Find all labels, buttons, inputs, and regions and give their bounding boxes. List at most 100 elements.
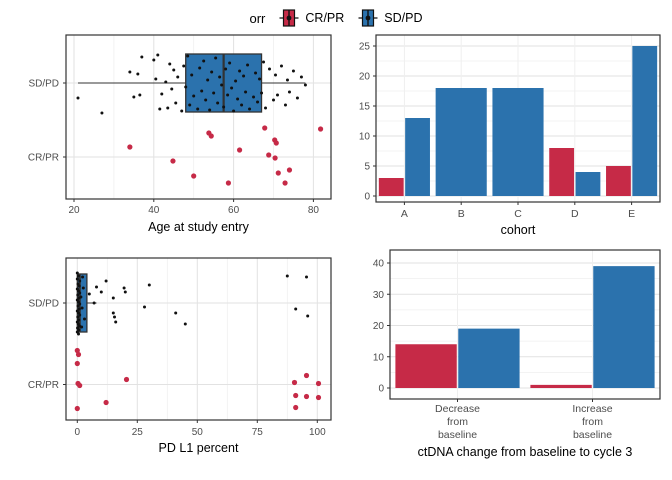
data-point bbox=[77, 284, 81, 288]
chart-age-vs-orr-boxplot: 20 40 60 80 SD/PD CR/PR Age at study entry bbox=[28, 34, 332, 234]
data-point bbox=[76, 293, 80, 297]
data-point bbox=[78, 302, 82, 306]
data-point bbox=[123, 376, 130, 383]
svg-text:baseline: baseline bbox=[438, 429, 477, 441]
svg-text:25: 25 bbox=[359, 42, 371, 53]
data-point bbox=[122, 286, 126, 290]
data-point bbox=[76, 315, 80, 319]
data-point bbox=[111, 296, 115, 300]
svg-text:40: 40 bbox=[148, 205, 160, 216]
svg-text:10: 10 bbox=[359, 132, 371, 143]
data-point bbox=[76, 96, 80, 100]
svg-text:100: 100 bbox=[309, 427, 326, 438]
svg-text:SD/PD: SD/PD bbox=[28, 299, 59, 310]
data-point bbox=[293, 392, 299, 399]
svg-text:CR/PR: CR/PR bbox=[28, 380, 59, 391]
data-point bbox=[273, 140, 279, 146]
data-point bbox=[272, 98, 275, 102]
data-point bbox=[188, 103, 192, 107]
svg-text:Age at study entry: Age at study entry bbox=[148, 220, 250, 234]
data-point bbox=[317, 126, 324, 132]
data-point bbox=[83, 317, 86, 321]
data-point bbox=[75, 271, 79, 275]
data-point bbox=[315, 380, 322, 387]
data-point bbox=[104, 279, 108, 283]
data-point bbox=[283, 103, 287, 107]
data-point bbox=[285, 78, 289, 82]
data-point bbox=[168, 62, 172, 66]
svg-text:Decrease: Decrease bbox=[435, 403, 480, 415]
panel-cohort-bar bbox=[375, 34, 661, 203]
bar-CR-PR bbox=[395, 344, 457, 388]
data-point bbox=[78, 313, 82, 317]
data-point bbox=[248, 107, 252, 111]
data-point bbox=[74, 360, 80, 367]
data-point bbox=[80, 325, 84, 329]
data-point bbox=[100, 111, 104, 115]
svg-text:SD/PD: SD/PD bbox=[28, 79, 59, 90]
data-point bbox=[220, 83, 224, 87]
data-point bbox=[218, 75, 222, 79]
bar-CR-PR bbox=[530, 384, 592, 388]
panel-pdl1-orr-boxplot bbox=[65, 257, 332, 421]
data-point bbox=[166, 106, 170, 110]
svg-text:from: from bbox=[582, 416, 603, 428]
data-point bbox=[254, 71, 258, 75]
data-point bbox=[303, 372, 310, 379]
bar-SD-PD bbox=[458, 328, 520, 388]
data-point bbox=[154, 77, 158, 81]
data-point bbox=[200, 89, 204, 93]
data-point bbox=[78, 279, 82, 283]
data-point bbox=[160, 92, 164, 96]
bar-SD-PD bbox=[405, 118, 430, 196]
data-point bbox=[183, 322, 187, 326]
data-point bbox=[264, 106, 268, 110]
data-point bbox=[230, 86, 234, 90]
data-point bbox=[285, 274, 289, 278]
data-point bbox=[299, 75, 303, 79]
data-point bbox=[81, 286, 85, 290]
svg-text:C: C bbox=[514, 208, 522, 220]
panel-age-orr-boxplot bbox=[65, 34, 332, 200]
data-point bbox=[306, 314, 310, 318]
data-point bbox=[103, 399, 109, 406]
data-point bbox=[75, 351, 82, 358]
data-point bbox=[266, 152, 272, 158]
data-point bbox=[127, 144, 133, 150]
data-point bbox=[81, 275, 85, 279]
data-point bbox=[76, 304, 80, 308]
svg-text:CR/PR: CR/PR bbox=[28, 153, 59, 164]
svg-text:20: 20 bbox=[359, 72, 371, 83]
data-point bbox=[279, 64, 283, 68]
bar-SD-PD bbox=[593, 266, 655, 388]
data-point bbox=[174, 101, 178, 105]
svg-text:50: 50 bbox=[192, 427, 204, 438]
data-point bbox=[295, 96, 299, 100]
data-point bbox=[242, 74, 246, 78]
svg-text:75: 75 bbox=[252, 427, 264, 438]
data-point bbox=[222, 105, 226, 109]
svg-text:25: 25 bbox=[132, 427, 144, 438]
data-point bbox=[208, 133, 214, 139]
data-point bbox=[196, 107, 200, 111]
data-point bbox=[113, 315, 116, 319]
data-point bbox=[236, 147, 243, 153]
data-point bbox=[77, 307, 81, 311]
data-point bbox=[291, 69, 295, 73]
svg-text:30: 30 bbox=[373, 290, 385, 301]
data-point bbox=[180, 109, 184, 113]
data-point bbox=[186, 54, 190, 58]
data-point bbox=[114, 320, 118, 324]
data-point bbox=[182, 64, 186, 68]
data-point bbox=[184, 85, 188, 89]
svg-text:PD L1 percent: PD L1 percent bbox=[159, 441, 239, 455]
data-point bbox=[147, 283, 151, 287]
svg-text:80: 80 bbox=[308, 205, 320, 216]
svg-text:40: 40 bbox=[373, 259, 385, 270]
svg-text:0: 0 bbox=[75, 427, 81, 438]
data-point bbox=[75, 277, 79, 281]
svg-text:0: 0 bbox=[378, 384, 384, 395]
data-point bbox=[226, 93, 230, 97]
